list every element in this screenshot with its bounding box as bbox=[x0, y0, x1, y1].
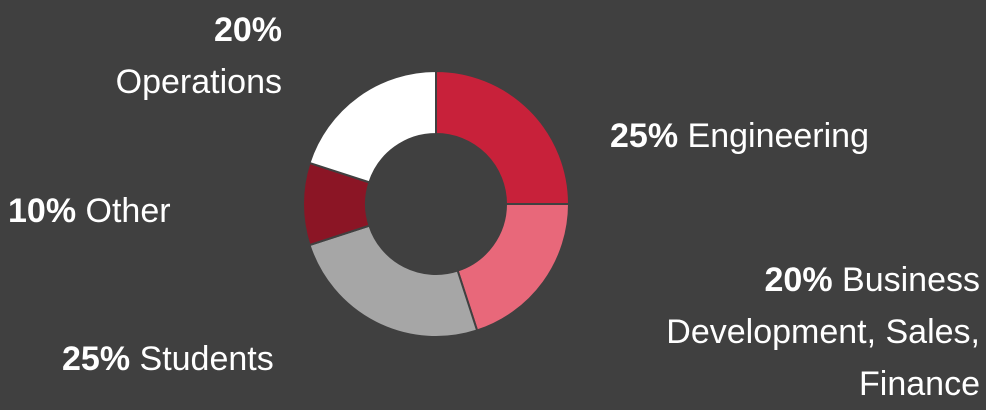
slice-percent: 25% bbox=[62, 340, 131, 378]
slice-label: 25% Students bbox=[62, 333, 274, 385]
slice-label: 20% Business Development, Sales, Finance bbox=[550, 254, 980, 410]
slice-percent: 20% bbox=[764, 261, 833, 299]
donut-slice bbox=[308, 69, 437, 184]
donut-slice bbox=[456, 203, 571, 332]
donut-slice bbox=[308, 224, 479, 338]
slice-label: 20% Operations bbox=[52, 4, 282, 108]
slice-percent: 10% bbox=[8, 192, 77, 230]
slice-percent: 20% bbox=[213, 11, 282, 49]
slice-name: Other bbox=[85, 192, 171, 230]
slice-label: 10% Other bbox=[8, 185, 171, 237]
slice-name: Business Development, Sales, Finance bbox=[666, 261, 980, 403]
slice-percent: 25% bbox=[610, 117, 679, 155]
slice-name: Operations bbox=[115, 63, 282, 101]
slice-name: Engineering bbox=[687, 117, 869, 155]
slice-label: 25% Engineering bbox=[610, 110, 869, 162]
slice-name: Students bbox=[139, 340, 274, 378]
donut-slice bbox=[435, 69, 571, 205]
